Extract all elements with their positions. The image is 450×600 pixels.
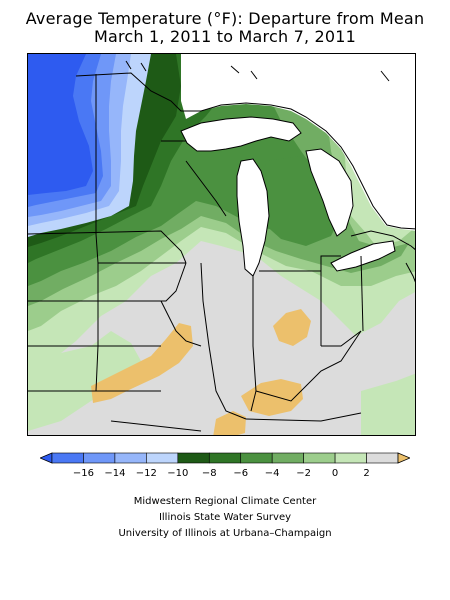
light-green-southeast	[361, 373, 415, 435]
temperature-departure-map	[27, 53, 416, 436]
legend-tick-label: 2	[363, 468, 369, 479]
legend-svg: −16 −14 −12 −10 −8 −6 −4 −2 0 2	[38, 452, 412, 479]
legend-tick-label: −2	[296, 468, 311, 479]
legend-tick-label: −10	[167, 468, 188, 479]
legend-tick-labels: −16 −14 −12 −10 −8 −6 −4 −2 0 2	[73, 468, 370, 479]
legend-bin	[51, 452, 84, 464]
canada-region	[181, 54, 415, 231]
warm-zone-southern	[213, 411, 246, 435]
legend-bin	[114, 452, 147, 464]
light-green-south-edge	[28, 331, 141, 431]
warm-zone-indiana	[273, 309, 311, 346]
state-borders	[28, 74, 364, 432]
legend-bin	[271, 452, 304, 464]
legend-bin	[177, 452, 210, 464]
lake-superior	[180, 116, 302, 152]
legend-tick-label: −6	[233, 468, 248, 479]
coastline-borders	[75, 60, 415, 283]
lake-huron	[305, 148, 354, 237]
credit-line-1: Midwestern Regional Climate Center	[133, 496, 317, 507]
map-title-line-2: March 1, 2011 to March 7, 2011	[93, 27, 357, 46]
legend-bin	[366, 452, 399, 464]
legend-tick-label: −14	[104, 468, 125, 479]
legend-tick-label: −12	[136, 468, 157, 479]
warm-zone-iowa	[91, 323, 193, 403]
legend-tick-label: −4	[265, 468, 280, 479]
legend-tick-label: −16	[73, 468, 94, 479]
legend-bin	[240, 452, 273, 464]
legend-bin	[146, 452, 179, 464]
map-title-line-1: Average Temperature (°F): Departure from…	[25, 9, 425, 28]
legend-bin	[83, 452, 116, 464]
lake-erie	[330, 240, 396, 272]
legend-bin	[208, 452, 242, 464]
lake-michigan	[236, 158, 270, 277]
credit-line-3: University of Illinois at Urbana–Champai…	[118, 528, 332, 539]
legend-bin	[334, 452, 367, 464]
legend-tick-label: 0	[332, 468, 338, 479]
cold-zone-core	[28, 54, 93, 195]
color-legend: −16 −14 −12 −10 −8 −6 −4 −2 0 2	[38, 451, 412, 481]
warm-zone-kentucky	[241, 379, 303, 416]
map-canvas	[28, 54, 415, 435]
legend-tick-label: −8	[202, 468, 217, 479]
legend-bins	[38, 452, 412, 464]
legend-bin	[303, 452, 336, 464]
credit-line-2: Illinois State Water Survey	[158, 512, 292, 523]
legend-bin-high-end	[397, 452, 412, 464]
legend-bin-low-end	[38, 452, 53, 464]
